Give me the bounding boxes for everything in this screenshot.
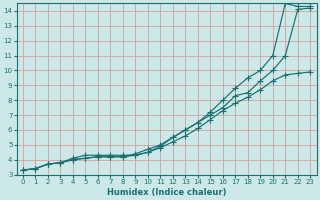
X-axis label: Humidex (Indice chaleur): Humidex (Indice chaleur)	[107, 188, 226, 197]
